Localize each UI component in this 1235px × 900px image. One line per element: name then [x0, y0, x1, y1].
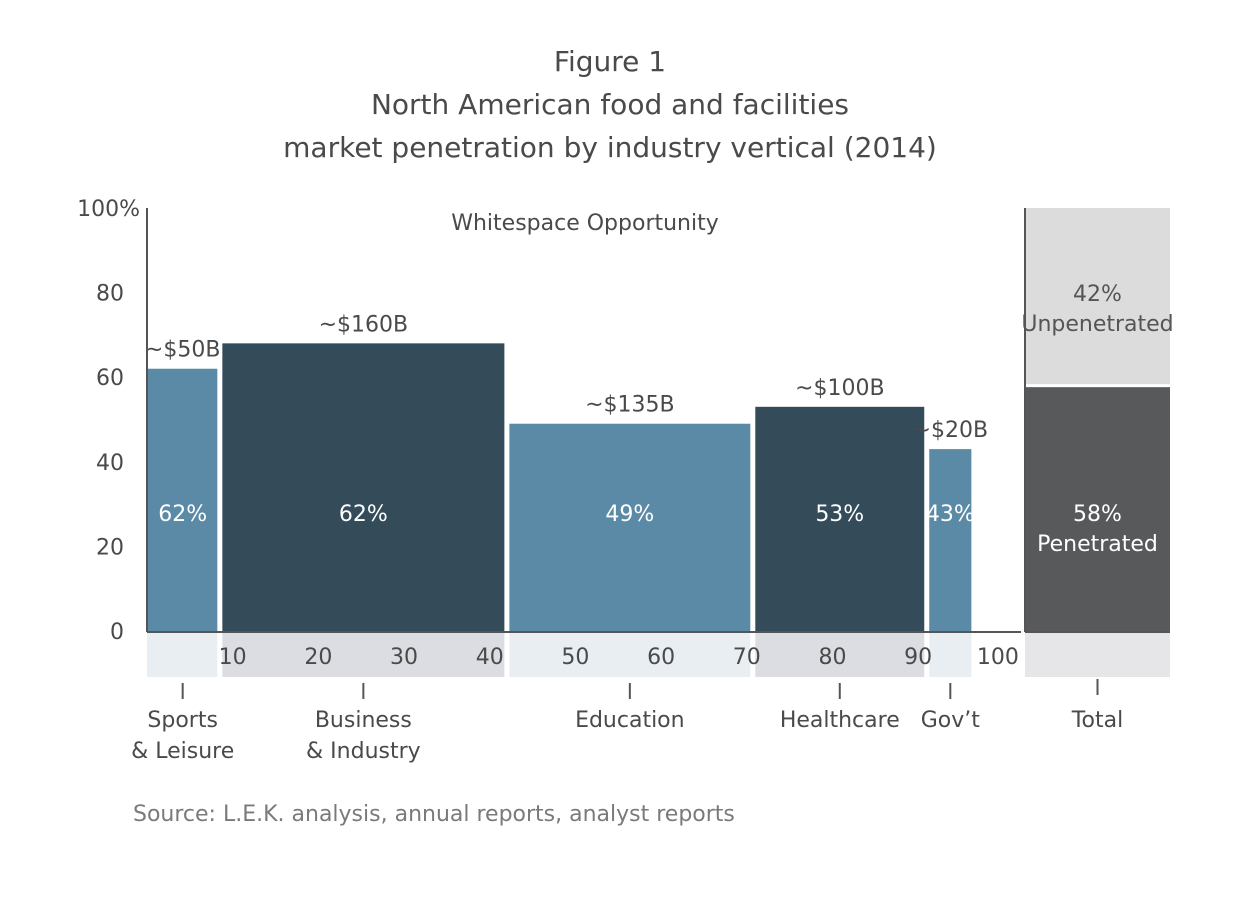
x-tick-label: 40	[476, 645, 504, 670]
chart-title-line2: market penetration by industry vertical …	[283, 131, 937, 164]
y-tick-label: 80	[96, 282, 124, 307]
figure-label: Figure 1	[553, 45, 667, 78]
total-bar-penetrated	[1025, 387, 1170, 631]
y-tick-label: 60	[96, 366, 124, 391]
bar-size-label: ~$50B	[145, 338, 221, 363]
x-tick-label: 100	[977, 645, 1019, 670]
bar-size-label: ~$160B	[319, 312, 409, 337]
total-penetrated-label: 58%	[1073, 502, 1122, 527]
x-tick-label: 60	[647, 645, 675, 670]
y-tick-label: 0	[110, 620, 124, 645]
x-tick-label: 50	[561, 645, 589, 670]
bar	[148, 368, 218, 631]
x-axis-band	[222, 633, 505, 677]
x-tick-label: 80	[818, 645, 846, 670]
x-axis-band-total	[1025, 633, 1170, 677]
y-tick-label: 100%	[77, 197, 140, 222]
total-bar-unpenetrated	[1025, 208, 1170, 385]
category-label: Education	[575, 708, 685, 733]
bar	[509, 423, 751, 631]
category-label: Healthcare	[780, 708, 900, 733]
x-axis-band	[509, 633, 751, 677]
y-tick-label: 20	[96, 535, 124, 560]
category-label: Sports	[147, 708, 218, 733]
x-axis-band	[755, 633, 925, 677]
x-tick-label: 70	[733, 645, 761, 670]
bar	[755, 406, 925, 631]
bar	[222, 343, 505, 631]
x-axis-band	[929, 633, 972, 677]
bar-value-label: 53%	[815, 502, 864, 527]
x-tick-label: 90	[904, 645, 932, 670]
total-penetrated-label: Penetrated	[1037, 532, 1158, 557]
x-tick-label: 20	[304, 645, 332, 670]
category-label: Gov’t	[921, 708, 981, 733]
x-tick-label: 30	[390, 645, 418, 670]
category-label: Business	[315, 708, 412, 733]
bar-value-label: 49%	[605, 502, 654, 527]
category-label: & Industry	[306, 739, 421, 764]
bar-value-label: 43%	[926, 502, 975, 527]
bar-size-label: ~$135B	[585, 393, 675, 418]
bar	[929, 449, 972, 631]
y-tick-label: 40	[96, 451, 124, 476]
whitespace-annotation: Whitespace Opportunity	[451, 211, 719, 236]
x-tick-label: 10	[219, 645, 247, 670]
bar-size-label: ~$100B	[795, 376, 885, 401]
x-axis-band	[147, 633, 218, 677]
category-label-total: Total	[1071, 708, 1123, 733]
total-unpenetrated-label: Unpenetrated	[1021, 312, 1173, 337]
source-note: Source: L.E.K. analysis, annual reports,…	[133, 802, 735, 827]
category-label: & Leisure	[131, 739, 234, 764]
chart-title-line1: North American food and facilities	[370, 88, 850, 121]
bar-value-label: 62%	[339, 502, 388, 527]
bar-size-label: ~$20B	[913, 418, 989, 443]
bar-value-label: 62%	[158, 502, 207, 527]
total-unpenetrated-label: 42%	[1073, 282, 1122, 307]
chart-title-block: Figure 1 North American food and facilit…	[0, 40, 1220, 169]
